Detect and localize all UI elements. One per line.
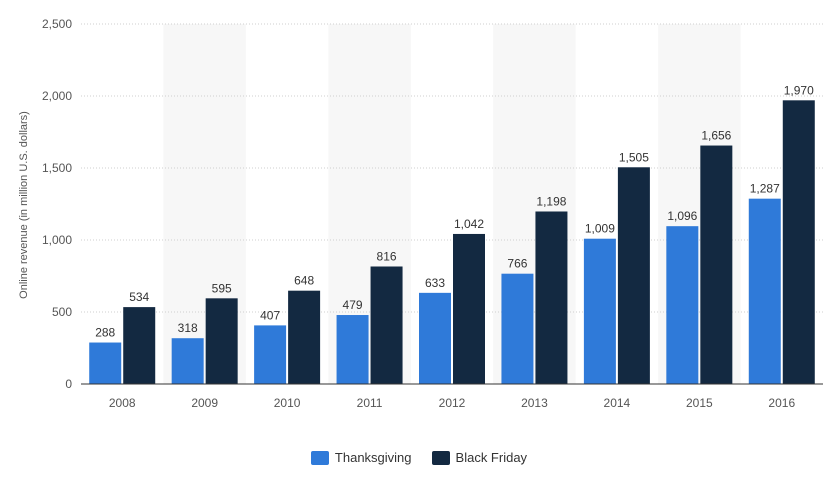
x-tick-label: 2012 <box>439 396 466 410</box>
data-labels: 288 534 318 595 407 648 479 816 633 1,042 766 1,198… <box>95 83 814 339</box>
data-label: 1,505 <box>619 150 649 164</box>
data-label: 318 <box>178 321 198 335</box>
bar-black-friday-2016 <box>782 100 815 384</box>
bar-thanksgiving-2014 <box>583 238 616 384</box>
bar-thanksgiving-2015 <box>666 226 699 384</box>
bar-thanksgiving-2013 <box>501 273 534 384</box>
data-label: 1,198 <box>536 194 566 208</box>
x-tick-label: 2014 <box>604 396 631 410</box>
legend: Thanksgiving Black Friday <box>0 450 838 465</box>
bar-black-friday-2014 <box>617 167 650 384</box>
y-tick-label: 1,500 <box>42 161 72 175</box>
legend-label-thanksgiving: Thanksgiving <box>334 450 412 465</box>
data-label: 1,656 <box>701 129 731 143</box>
legend-swatch-black-friday <box>431 450 450 465</box>
x-tick-label: 2011 <box>357 396 383 410</box>
bar-black-friday-2015 <box>700 145 733 384</box>
data-label: 1,096 <box>667 209 697 223</box>
y-axis-ticks: 0 500 1,000 1,500 2,000 2,500 <box>42 17 72 391</box>
data-label: 1,970 <box>784 83 814 97</box>
x-tick-label: 2008 <box>109 396 136 410</box>
bar-black-friday-2011 <box>370 266 403 384</box>
bar-thanksgiving-2008 <box>89 342 122 384</box>
bar-thanksgiving-2009 <box>171 338 204 384</box>
bar-thanksgiving-2016 <box>748 198 781 384</box>
data-label: 1,042 <box>454 217 484 231</box>
x-tick-label: 2015 <box>686 396 713 410</box>
bar-black-friday-2012 <box>453 233 485 384</box>
y-tick-label: 2,000 <box>42 89 72 103</box>
x-axis-ticks: 2008 2009 2010 2011 2012 2013 2014 2015 2016 <box>109 396 796 410</box>
y-tick-label: 1,000 <box>42 233 72 247</box>
legend-item-thanksgiving[interactable]: Thanksgiving <box>310 450 412 465</box>
y-tick-label: 2,500 <box>42 17 72 31</box>
bar-chart: 0 500 1,000 1,500 2,000 2,500 Online revenue … <box>18 17 823 410</box>
bar-black-friday-2013 <box>535 211 568 384</box>
legend-label-black-friday: Black Friday <box>455 450 528 465</box>
data-label: 816 <box>377 249 397 263</box>
bar-thanksgiving-2010 <box>254 325 287 384</box>
data-label: 766 <box>507 257 527 271</box>
alternating-bands <box>163 24 741 384</box>
data-label: 407 <box>260 308 280 322</box>
bar-black-friday-2010 <box>288 290 321 384</box>
data-label: 1,009 <box>585 222 615 236</box>
bar-thanksgiving-2011 <box>336 315 369 384</box>
y-axis-label: Online revenue (in million U.S. dollars) <box>18 111 30 299</box>
data-label: 648 <box>294 274 314 288</box>
data-label: 479 <box>343 298 363 312</box>
legend-swatch-thanksgiving <box>310 450 329 465</box>
bar-thanksgiving-2012 <box>419 292 451 384</box>
y-tick-label: 0 <box>65 377 72 391</box>
bar-black-friday-2008 <box>123 307 156 384</box>
y-tick-label: 500 <box>52 305 72 319</box>
data-label: 288 <box>95 326 115 340</box>
x-tick-label: 2016 <box>768 396 795 410</box>
x-tick-label: 2010 <box>274 396 301 410</box>
data-label: 1,287 <box>750 182 780 196</box>
legend-item-black-friday[interactable]: Black Friday <box>431 450 528 465</box>
data-label: 595 <box>212 281 232 295</box>
gridlines <box>81 23 823 313</box>
bar-black-friday-2009 <box>205 298 238 384</box>
data-label: 633 <box>425 276 445 290</box>
bars <box>89 100 815 384</box>
x-tick-label: 2013 <box>521 396 548 410</box>
data-label: 534 <box>129 290 149 304</box>
x-tick-label: 2009 <box>191 396 218 410</box>
